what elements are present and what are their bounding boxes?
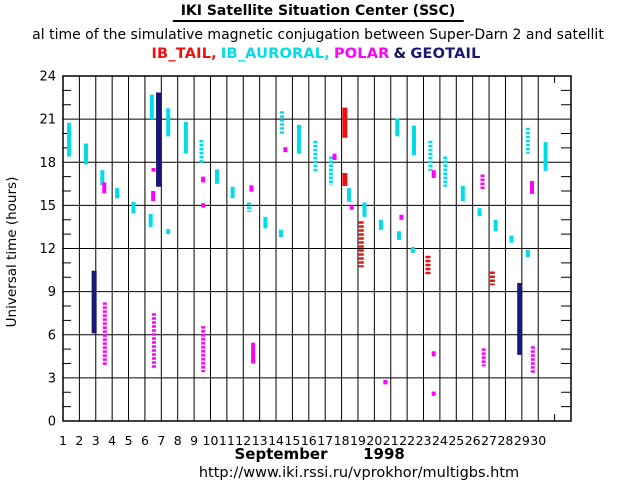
x-tick-label: 24 [432, 433, 448, 448]
x-tick-label: 30 [530, 433, 546, 448]
x-tick-label: 10 [203, 433, 219, 448]
x-tick-label: 26 [465, 433, 481, 448]
x-tick-label: 21 [383, 433, 399, 448]
x-tick-label: 2 [75, 433, 83, 448]
x-tick-label: 19 [350, 433, 366, 448]
x-tick-label: 16 [301, 433, 317, 448]
legend-item-: & [393, 46, 407, 62]
legend-item-IB_TAIL: IB_TAIL, [151, 46, 217, 62]
y-tick-label: 3 [48, 371, 56, 386]
footer-url: http://www.iki.rssi.ru/vprokhor/multigbs… [198, 465, 520, 481]
x-axis-month-label: September [234, 445, 328, 463]
x-tick-label: 29 [514, 433, 530, 448]
x-tick-label: 27 [481, 433, 497, 448]
x-tick-label: 28 [497, 433, 513, 448]
x-tick-label: 7 [157, 433, 165, 448]
x-tick-label: 25 [448, 433, 464, 448]
chart-legend: IB_TAIL, IB_AURORAL, POLAR & GEOTAIL [151, 46, 484, 62]
x-tick-label: 14 [268, 433, 284, 448]
y-tick-label: 0 [48, 415, 56, 430]
x-tick-label: 23 [416, 433, 432, 448]
y-tick-label: 6 [48, 328, 56, 343]
x-tick-label: 8 [174, 433, 182, 448]
page-title: IKI Satellite Situation Center (SSC) [172, 3, 464, 22]
x-tick-label: 6 [141, 433, 149, 448]
y-tick-label: 12 [39, 242, 56, 257]
x-tick-label: 18 [334, 433, 350, 448]
x-tick-label: 15 [284, 433, 300, 448]
x-tick-label: 11 [219, 433, 235, 448]
x-axis-year-label: 1998 [363, 445, 405, 463]
x-tick-label: 13 [252, 433, 268, 448]
chart-subtitle: al time of the simulative magnetic conju… [32, 27, 604, 43]
y-tick-label: 15 [39, 199, 56, 214]
y-tick-label: 9 [48, 285, 56, 300]
x-tick-label: 22 [399, 433, 415, 448]
y-tick-label: 18 [39, 156, 56, 171]
x-tick-label: 12 [235, 433, 251, 448]
legend-item-POLAR: POLAR [333, 46, 390, 62]
y-tick-label: 21 [39, 113, 56, 128]
y-axis-title: Universal time (hours) [4, 177, 20, 328]
legend-item-IB_AURORAL: IB_AURORAL, [220, 46, 330, 62]
x-tick-label: 4 [108, 433, 116, 448]
legend-item-GEOTAIL: GEOTAIL [410, 46, 481, 62]
x-tick-label: 1 [59, 433, 67, 448]
y-tick-label: 24 [39, 70, 56, 85]
x-tick-label: 5 [125, 433, 133, 448]
x-tick-label: 20 [366, 433, 382, 448]
x-tick-label: 3 [92, 433, 100, 448]
plot-border [62, 75, 572, 422]
x-tick-label: 9 [190, 433, 198, 448]
x-tick-label: 17 [317, 433, 333, 448]
